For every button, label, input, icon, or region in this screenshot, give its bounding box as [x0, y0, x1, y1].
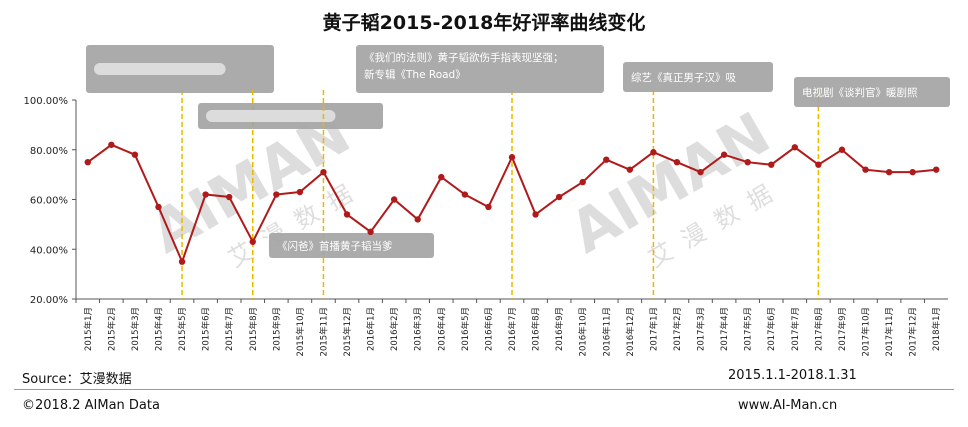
x-tick-label: 2015年2月 [106, 307, 117, 351]
x-tick-label: 2016年2月 [389, 307, 400, 351]
data-point [273, 191, 280, 198]
x-tick-label: 2016年5月 [460, 307, 471, 351]
redacted-text-blur [206, 110, 336, 122]
date-range: 2015.1.1-2018.1.31 [728, 368, 857, 383]
data-point [390, 196, 398, 203]
data-point [815, 161, 822, 168]
x-tick-label: 2017年6月 [766, 307, 777, 351]
y-tick-label: 20.00% [30, 295, 68, 306]
x-tick-label: 2016年9月 [554, 307, 565, 351]
x-tick-label: 2017年9月 [837, 307, 848, 351]
event-callout-text: 《我们的法则》黄子韬欲伤手指表现坚强； [364, 51, 564, 64]
data-point [791, 144, 799, 151]
x-tick-label: 2017年12月 [908, 307, 919, 356]
x-tick-label: 2016年3月 [413, 307, 424, 351]
x-tick-label: 2016年7月 [507, 307, 518, 351]
data-point [461, 191, 469, 198]
data-point [296, 188, 304, 196]
data-point [885, 168, 893, 176]
data-point [508, 154, 516, 161]
data-point [131, 151, 139, 158]
x-tick-label: 2015年3月 [130, 307, 141, 351]
x-tick-label: 2015年9月 [271, 307, 282, 351]
data-point [249, 238, 256, 245]
data-point [697, 168, 704, 176]
x-tick-label: 2015年1月 [83, 307, 94, 351]
x-tick-label: 2017年10月 [861, 307, 872, 356]
x-tick-label: 2015年4月 [153, 307, 164, 351]
data-point [909, 168, 916, 176]
x-tick-label: 2015年7月 [224, 307, 235, 351]
data-point [485, 203, 492, 211]
data-point [603, 156, 610, 163]
x-tick-label: 2015年6月 [201, 307, 212, 351]
x-tick-label: 2015年11月 [318, 307, 329, 356]
data-point [178, 258, 186, 265]
x-tick-label: 2015年12月 [342, 307, 353, 356]
x-tick-label: 2016年8月 [531, 307, 542, 351]
data-point [720, 151, 728, 158]
y-tick-label: 60.00% [30, 196, 68, 207]
event-callout-box [356, 45, 604, 93]
x-tick-label: 2017年2月 [672, 307, 683, 351]
x-tick-label: 2016年12月 [625, 307, 636, 356]
y-tick-label: 40.00% [30, 245, 68, 256]
x-tick-label: 2016年1月 [366, 307, 377, 351]
x-tick-label: 2016年10月 [578, 307, 589, 356]
chart-title: 黄子韬2015-2018年好评率曲线变化 [322, 12, 646, 34]
data-point [343, 211, 351, 218]
data-point [650, 149, 657, 156]
data-point [367, 228, 374, 236]
x-tick-label: 2017年4月 [719, 307, 730, 351]
data-point [862, 166, 869, 173]
x-tick-label: 2017年1月 [648, 307, 659, 351]
x-tick-label: 2017年11月 [884, 307, 895, 356]
data-point [532, 211, 539, 218]
event-callout-text: 综艺《真正男子汉》吸 [631, 71, 736, 84]
y-tick-label: 80.00% [30, 146, 68, 157]
footer-divider [14, 389, 954, 390]
x-tick-label: 2016年6月 [483, 307, 494, 351]
x-tick-label: 2017年8月 [813, 307, 824, 351]
x-tick-label: 2015年8月 [248, 307, 259, 351]
data-point [579, 178, 586, 186]
event-callout-text: 《闪爸》首播黄子韬当爹 [277, 240, 393, 253]
website-link[interactable]: www.AI-Man.cn [738, 398, 838, 413]
x-tick-label: 2017年5月 [743, 307, 754, 351]
data-point [626, 166, 634, 173]
data-point [155, 203, 162, 211]
data-point [555, 193, 563, 201]
data-point [320, 168, 327, 176]
event-callout-box [623, 62, 773, 92]
x-tick-label: 2017年3月 [696, 307, 707, 351]
data-point [744, 158, 751, 166]
event-callout-box [269, 233, 434, 258]
x-tick-label: 2016年11月 [601, 307, 612, 356]
data-point [108, 141, 115, 148]
source-note: Source：艾漫数据 [22, 372, 132, 387]
data-point [202, 191, 209, 198]
event-callout-text: 电视剧《谈判官》暖剧照 [802, 86, 918, 99]
data-point [414, 216, 421, 223]
x-tick-label: 2018年1月 [931, 307, 942, 351]
copyright-note: ©2018.2 AIMan Data [22, 398, 160, 413]
event-callout-text: 新专辑《The Road》 [364, 68, 466, 81]
data-point [225, 193, 233, 201]
data-point [438, 173, 445, 181]
data-point [768, 161, 775, 168]
x-tick-label: 2016年4月 [436, 307, 447, 351]
x-tick-label: 2017年7月 [790, 307, 801, 351]
redacted-text-blur [94, 63, 226, 75]
y-tick-label: 100.00% [24, 96, 69, 107]
data-point [84, 158, 91, 166]
event-callout-box [794, 77, 950, 107]
data-point [673, 158, 681, 166]
data-point [933, 166, 940, 173]
data-point [838, 146, 846, 153]
x-tick-label: 2015年10月 [295, 307, 306, 356]
x-tick-label: 2015年5月 [177, 307, 188, 351]
